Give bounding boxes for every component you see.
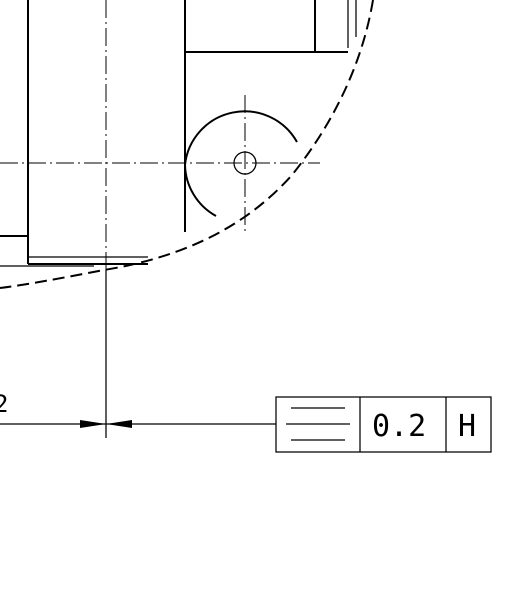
symmetry-icon xyxy=(286,407,350,441)
hole-arc xyxy=(184,110,298,166)
hole-arc-lower xyxy=(184,164,217,217)
dimension-text: 2 xyxy=(0,390,8,418)
arrow-left xyxy=(80,420,106,428)
partial-circle-dashed xyxy=(0,0,374,289)
tolerance-frame-border xyxy=(275,396,492,453)
tolerance-frame: 0.2 H xyxy=(275,396,492,453)
tolerance-value: 0.2 xyxy=(372,409,426,444)
datum-reference: H xyxy=(458,409,476,444)
arrow-right xyxy=(106,420,132,428)
